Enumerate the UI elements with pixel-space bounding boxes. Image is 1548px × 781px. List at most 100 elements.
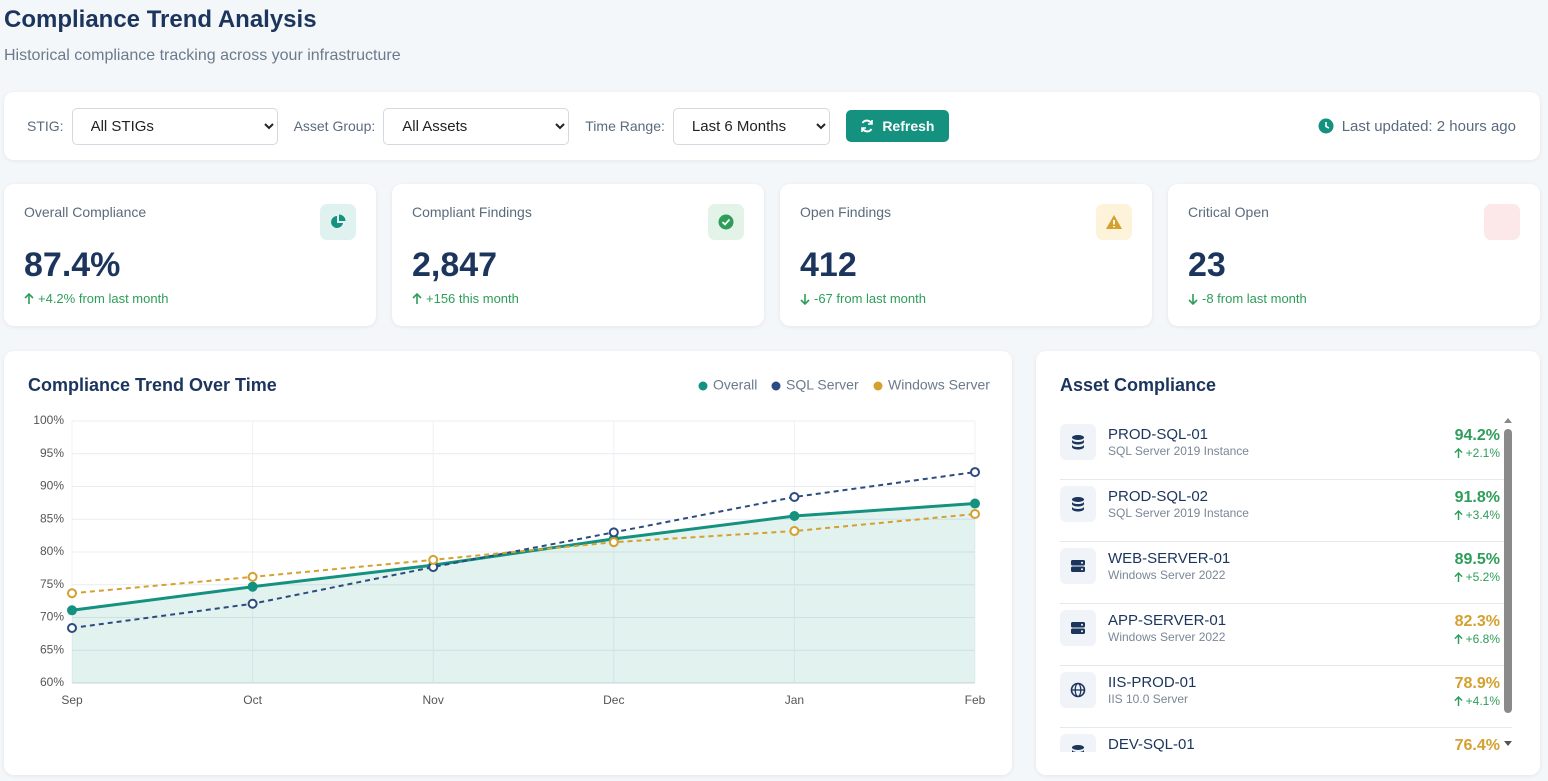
point [428,554,439,565]
legend-label: Windows Server [888,377,990,393]
stig-select[interactable]: All STIGs [71,107,278,145]
chart-title: Compliance Trend Over Time [28,375,277,395]
asset-icon [1060,610,1096,646]
point [67,588,77,599]
filter-label: STIG: [27,118,64,134]
stat-card: Compliant Findings 2,847 +156 this month [392,184,764,326]
asset-name: PROD-SQL-02 [1108,488,1209,505]
asset-icon [1060,734,1096,752]
legend-marker [698,381,708,391]
stat-value: 23 [1188,246,1226,284]
asset-row: PROD-SQL-02 SQL Server 2019 Instance 91.8%… [1060,480,1512,542]
point [608,527,619,538]
asset-change-text: +2.1% [1465,446,1500,460]
asset-change: +3.4% [1454,508,1500,522]
asset-row: PROD-SQL-01 SQL Server 2019 Instance 94.2%… [1060,418,1512,480]
stat-change-text: +4.2% from last month [38,291,169,306]
y-tick-label: 100% [33,413,64,427]
asset-card: Asset Compliance PROD-SQL-01 SQL Server 2… [1036,351,1540,775]
asset-type: Windows Server 2022 [1108,568,1226,582]
stat-change: +4.2% from last month [24,291,168,306]
point [67,605,77,616]
asset-change: +5.2% [1454,570,1500,584]
asset-change-text: +6.8% [1465,632,1500,646]
point [247,571,258,582]
asset-icon [1060,486,1096,522]
asset-score: 91.8% [1454,489,1500,506]
stat-change: -67 from last month [800,291,926,306]
stat-value: 2,847 [412,246,498,284]
arrow-icon [1454,509,1463,520]
point [608,537,619,548]
legend-label: Overall [713,377,757,393]
asset-row: IIS-PROD-01 IIS 10.0 Server 78.9% +4.1% [1060,666,1512,728]
point [789,526,800,537]
y-tick-label: 90% [40,479,64,493]
point [970,509,980,520]
stat-change: -8 from last month [1188,291,1307,306]
time-range-select[interactable]: Last 6 Months [672,107,830,145]
legend-marker [873,381,883,391]
y-tick-label: 65% [40,642,64,656]
filter-bar: STIG: All STIGs Asset Group: All Assets … [4,92,1540,160]
asset-group-select[interactable]: All Assets [383,107,570,145]
asset-change: +2.1% [1454,446,1500,460]
asset-icon [1060,672,1096,708]
scrollbar [1504,418,1512,746]
asset-change-text: +3.4% [1465,508,1500,522]
point [67,622,77,633]
y-tick-label: 95% [40,446,64,460]
stat-label: Overall Compliance [24,204,147,220]
stat-label: Open Findings [800,204,892,220]
last-updated-text: Last updated: 2 hours ago [1341,117,1516,135]
x-tick-label: Oct [243,693,262,707]
stat-change-text: +156 this month [426,291,519,306]
stat-icon [708,204,744,240]
asset-name: DEV-SQL-01 [1108,736,1195,752]
asset-name: PROD-SQL-01 [1108,426,1209,443]
x-tick-label: Sep [61,693,83,707]
asset-score: 82.3% [1454,613,1500,630]
point [247,598,258,609]
asset-type: SQL Server 2019 Instance [1108,444,1249,458]
y-tick-label: 85% [40,511,64,525]
asset-icon [1060,548,1096,584]
stat-value: 87.4% [24,246,121,284]
asset-list: PROD-SQL-01 SQL Server 2019 Instance 94.2%… [1060,418,1512,752]
y-tick-label: 75% [40,577,64,591]
asset-score: 78.9% [1454,675,1500,692]
asset-title: Asset Compliance [1060,375,1217,395]
stat-change-text: -67 from last month [814,291,926,306]
page-title: Compliance Trend Analysis [4,6,317,33]
asset-icon [1060,424,1096,460]
filter-label: Time Range: [585,118,665,134]
point [789,510,800,521]
asset-name: IIS-PROD-01 [1108,674,1197,691]
line [71,513,976,595]
stat-card: Critical Open 23 -8 from last month [1168,184,1540,326]
asset-score: 76.4% [1454,737,1500,752]
y-tick-label: 70% [40,610,64,624]
refresh-button[interactable]: Refresh [845,110,949,142]
y-tick-label: 60% [40,675,64,689]
x-tick-label: Jan [785,693,804,707]
clock-icon [1318,118,1334,134]
filter-label: Asset Group: [293,118,376,134]
asset-change-text: +4.1% [1465,694,1500,708]
stat-icon [1484,204,1520,240]
button-label: Refresh [882,118,935,134]
area [72,503,975,683]
asset-type: SQL Server 2019 Instance [1108,506,1249,520]
stat-card: Open Findings 412 -67 from last month [780,184,1152,326]
asset-row: WEB-SERVER-01 Windows Server 2022 89.5% +5.… [1060,542,1512,604]
y-tick-label: 80% [40,544,64,558]
x-tick-label: Feb [965,693,986,707]
stat-label: Critical Open [1188,204,1269,220]
asset-type: Windows Server 2022 [1108,630,1226,644]
stat-icon [1096,204,1132,240]
arrow-icon [1454,695,1463,706]
chart: Compliance Trend Over Time 60% 65% 70% 75% 8… [28,375,990,707]
x-tick-label: Dec [603,693,624,707]
